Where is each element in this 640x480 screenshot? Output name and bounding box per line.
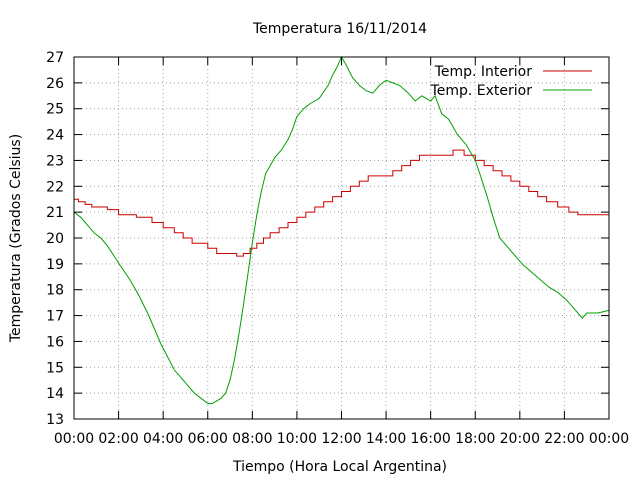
legend-label-interior: Temp. Interior	[434, 64, 533, 80]
ticks	[73, 56, 610, 420]
y-tick-label: 17	[46, 309, 64, 325]
y-tick-label: 23	[46, 153, 64, 169]
y-tick-label: 14	[46, 386, 64, 402]
grid-lines	[74, 57, 609, 419]
x-tick-label: 04:00	[143, 431, 183, 447]
y-tick-label: 24	[46, 128, 64, 144]
x-tick-label: 08:00	[232, 431, 272, 447]
series-layer	[73, 55, 610, 404]
x-tick-label: 10:00	[277, 431, 317, 447]
x-tick-label: 18:00	[455, 431, 495, 447]
x-tick-label: 06:00	[188, 431, 228, 447]
y-tick-label: 19	[46, 257, 64, 273]
y-tick-label: 18	[46, 283, 64, 299]
series-line-exterior	[73, 55, 610, 404]
x-tick-label: 00:00	[54, 431, 94, 447]
x-tick-label: 12:00	[321, 431, 361, 447]
legend-label-exterior: Temp. Exterior	[430, 83, 533, 99]
x-tick-label: 02:00	[98, 431, 138, 447]
x-tick-label: 22:00	[544, 431, 584, 447]
x-tick-label: 16:00	[410, 431, 450, 447]
y-tick-label: 16	[46, 334, 64, 350]
y-tick-label: 13	[46, 412, 64, 428]
y-axis-label: Temperatura (Grados Celsius)	[8, 134, 24, 343]
x-tick-label: 00:00	[589, 431, 629, 447]
y-tick-label: 22	[46, 179, 64, 195]
x-axis-label: Tiempo (Hora Local Argentina)	[232, 459, 447, 475]
y-tick-label: 20	[46, 231, 64, 247]
y-tick-label: 27	[46, 50, 64, 66]
legend: Temp. Interior Temp. Exterior	[430, 64, 592, 99]
y-tick-label: 26	[46, 76, 64, 92]
chart-title: Temperatura 16/11/2014	[252, 21, 427, 37]
series-line-interior	[74, 149, 609, 257]
x-tick-label: 14:00	[366, 431, 406, 447]
y-tick-label: 15	[46, 360, 64, 376]
y-tick-label: 25	[46, 102, 64, 118]
y-tick-label: 21	[46, 205, 64, 221]
x-tick-label: 20:00	[500, 431, 540, 447]
